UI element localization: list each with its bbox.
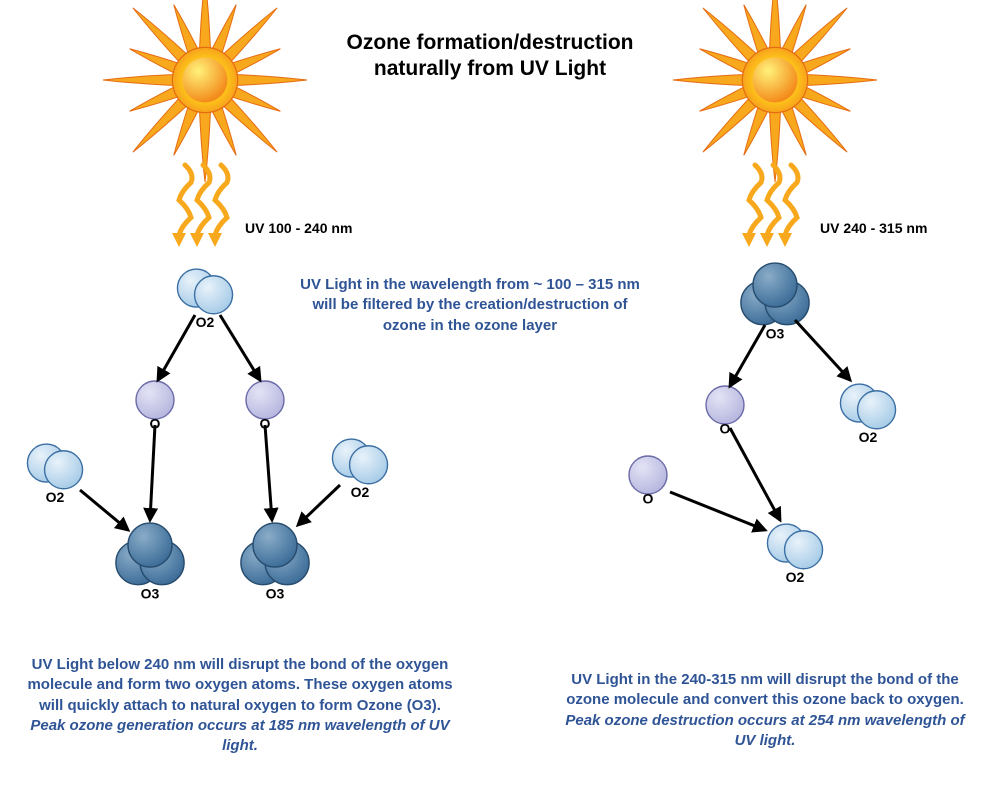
svg-text:O3: O3 (766, 325, 785, 341)
center-caption: UV Light in the wavelength from ~ 100 – … (300, 275, 640, 336)
title-line2: naturally from UV Light (374, 57, 606, 80)
molecule-left-O2_far_right: O2 (332, 439, 387, 500)
molecule-right-O_far_left: O (629, 456, 667, 506)
svg-text:O2: O2 (46, 489, 65, 505)
molecule-left-O2_top: O2 (177, 269, 232, 330)
svg-text:O2: O2 (859, 429, 878, 445)
uv-range-right-label: UV 240 - 315 nm (820, 220, 927, 236)
svg-text:O: O (643, 490, 654, 506)
right-caption-body: UV Light in the 240-315 nm will disrupt … (566, 671, 964, 708)
svg-text:O: O (260, 415, 271, 431)
molecule-right-O2_bottom: O2 (767, 524, 822, 585)
sun-icon-left (103, 0, 307, 182)
arrow-right-2 (730, 428, 780, 520)
center-caption-text: UV Light in the wavelength from ~ 100 – … (300, 276, 640, 334)
molecule-left-O_left: O (136, 381, 174, 431)
molecule-right-O_left: O (706, 386, 744, 436)
uv-rays-right (742, 165, 798, 247)
arrow-right-0 (730, 325, 765, 386)
left-caption-body: UV Light below 240 nm will disrupt the b… (27, 656, 452, 714)
molecule-left-O3_left: O3 (116, 523, 184, 601)
svg-text:O2: O2 (786, 569, 805, 585)
svg-text:O: O (720, 420, 731, 436)
right-caption: UV Light in the 240-315 nm will disrupt … (555, 670, 975, 751)
uv-range-left-label: UV 100 - 240 nm (245, 220, 352, 236)
svg-text:O2: O2 (351, 484, 370, 500)
title-line1: Ozone formation/destruction (346, 31, 633, 54)
page-title: Ozone formation/destruction naturally fr… (330, 30, 650, 83)
molecule-right-O3_top: O3 (741, 263, 809, 341)
arrow-left-4 (80, 490, 128, 530)
svg-text:O3: O3 (266, 585, 285, 601)
sun-icon-right (673, 0, 877, 182)
molecule-left-O3_right: O3 (241, 523, 309, 601)
molecule-left-O_right: O (246, 381, 284, 431)
arrow-right-1 (795, 320, 850, 380)
svg-text:O: O (150, 415, 161, 431)
left-caption-italic: Peak ozone generation occurs at 185 nm w… (30, 717, 449, 754)
arrow-left-2 (150, 425, 155, 520)
svg-text:O2: O2 (196, 314, 215, 330)
molecule-left-O2_far_left: O2 (27, 444, 82, 505)
arrow-left-0 (158, 315, 195, 380)
uv-rays-left (172, 165, 228, 247)
arrow-left-5 (298, 485, 340, 525)
arrow-left-3 (265, 425, 272, 520)
left-caption: UV Light below 240 nm will disrupt the b… (25, 655, 455, 756)
right-caption-italic: Peak ozone destruction occurs at 254 nm … (565, 712, 964, 749)
arrow-left-1 (220, 315, 260, 380)
arrow-right-3 (670, 492, 765, 530)
svg-text:O3: O3 (141, 585, 160, 601)
molecule-right-O2_right: O2 (840, 384, 895, 445)
